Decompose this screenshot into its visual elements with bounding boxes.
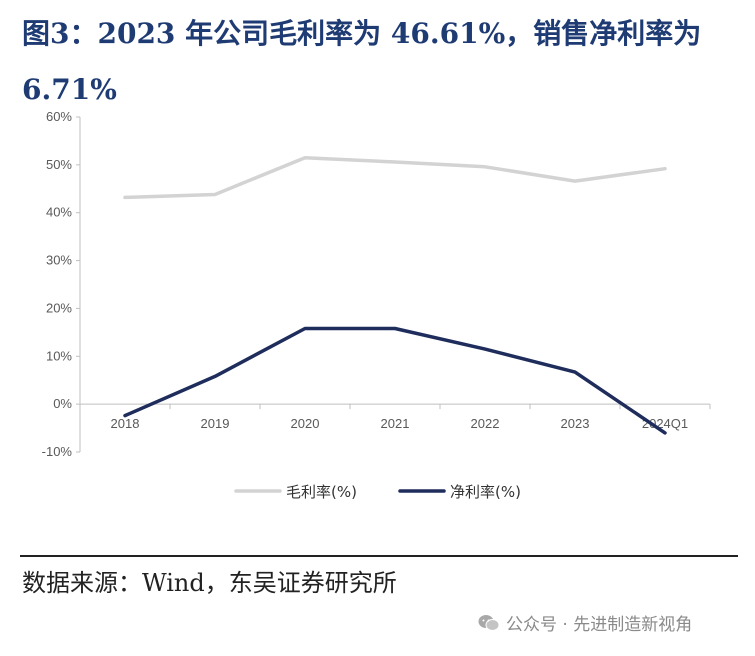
series-lines [123, 155, 667, 435]
y-axis: -10% 0% 10% 20% 30% 40% 50% 60% [42, 109, 81, 459]
chart-title: 图3：2023 年公司毛利率为 46.61%，销售净利率为 6.71% [22, 17, 702, 106]
watermark: 公众号 · 先进制造新视角 [478, 610, 692, 635]
x-tick-label: 2023 [561, 416, 590, 431]
y-tick-label: 30% [46, 253, 72, 268]
y-tick-label: -10% [42, 444, 73, 459]
x-tick-label: 2019 [201, 416, 230, 431]
y-tick-label: 10% [46, 348, 72, 363]
series-line-1 [123, 155, 667, 200]
wechat-icon [478, 614, 500, 631]
x-tick-label: 2022 [471, 416, 500, 431]
y-tick-label: 0% [53, 396, 72, 411]
y-tick-label: 50% [46, 157, 72, 172]
legend: 毛利率(%) 净利率(%) [234, 483, 521, 501]
line-chart: -10% 0% 10% 20% 30% 40% 50% 60% 2018 2019 2020 202… [42, 109, 711, 501]
legend-label: 毛利率(%) [286, 483, 357, 501]
source-divider [20, 555, 738, 557]
x-tick-label: 2021 [381, 416, 410, 431]
x-axis: 2018 2019 2020 2021 2022 2023 2024Q1 [79, 403, 711, 431]
source-note: 数据来源：Wind，东吴证券研究所 [22, 569, 397, 597]
y-tick-label: 40% [46, 205, 72, 220]
x-tick-label: 2020 [291, 416, 320, 431]
x-tick-label: 2018 [111, 416, 140, 431]
legend-label: 净利率(%) [450, 483, 521, 501]
y-tick-label: 20% [46, 300, 72, 315]
y-tick-label: 60% [46, 109, 72, 124]
x-tick-label: 2024Q1 [642, 416, 688, 431]
watermark-text: 公众号 · 先进制造新视角 [506, 615, 693, 635]
